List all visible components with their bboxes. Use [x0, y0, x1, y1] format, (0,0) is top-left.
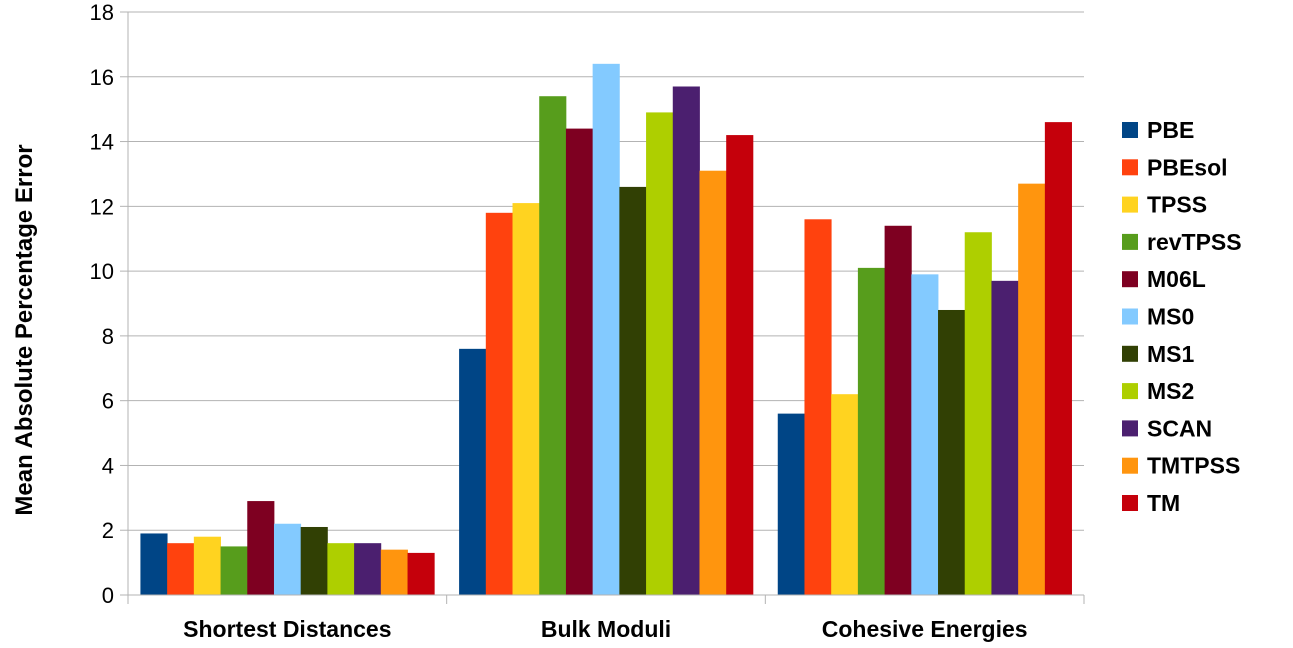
y-tick-label: 4 [102, 453, 114, 478]
bar-m06l-1 [565, 128, 594, 595]
legend-swatch-scan [1122, 420, 1138, 437]
legend-label-tm: TM [1147, 490, 1180, 516]
legend-label-m06l: M06L [1147, 266, 1206, 292]
legend-label-ms2: MS2 [1147, 378, 1194, 404]
x-category-label: Cohesive Energies [822, 616, 1028, 642]
legend-label-pbesol: PBEsol [1147, 154, 1228, 180]
y-tick-label: 14 [90, 130, 114, 155]
bar-tm-0 [407, 552, 435, 595]
y-tick-label: 2 [102, 518, 114, 543]
bar-m06l-2 [884, 225, 912, 595]
bar-revtpss-0 [220, 546, 248, 595]
legend-swatch-ms2 [1122, 383, 1138, 400]
bar-ms2-2 [964, 232, 992, 595]
legend-label-scan: SCAN [1147, 415, 1212, 441]
bar-tpss-2 [831, 394, 859, 595]
legend-swatch-tmtpss [1122, 457, 1138, 474]
bar-tmtpss-2 [1018, 183, 1046, 595]
bar-ms2-0 [327, 543, 355, 595]
legend-swatch-ms1 [1122, 345, 1138, 362]
bar-tpss-1 [512, 203, 540, 595]
x-category-labels: Shortest Distances Bulk Moduli Cohesive En… [183, 616, 1027, 642]
bars [140, 63, 1072, 596]
y-tick-label: 8 [102, 324, 114, 349]
bar-pbe-1 [459, 348, 487, 595]
y-tick-label: 12 [90, 194, 114, 219]
bar-ms1-0 [300, 526, 328, 595]
legend-label-tpss: TPSS [1147, 192, 1207, 218]
bar-tpss-0 [193, 536, 221, 595]
bar-pbesol-1 [485, 212, 513, 596]
y-axis-title: Mean Absolute Percentage Error [11, 144, 38, 515]
legend-swatch-tm [1122, 495, 1138, 511]
y-tick-label: 10 [90, 259, 114, 284]
x-category-label: Bulk Moduli [541, 616, 671, 642]
bar-pbesol-2 [804, 219, 832, 596]
y-tick-labels: 0 2 4 6 8 10 12 14 16 18 [90, 0, 114, 608]
legend-swatch-pbe [1122, 122, 1138, 138]
bar-tm-1 [726, 135, 754, 596]
legend-label-revtpss: revTPSS [1147, 229, 1242, 255]
bar-ms0-1 [592, 63, 620, 596]
x-category-label: Shortest Distances [183, 616, 391, 642]
legend-label-ms1: MS1 [1147, 341, 1195, 367]
y-tick-label: 0 [102, 583, 114, 608]
legend: PBEPBEsolTPSSrevTPSSM06LMS0MS1MS2SCANTMT… [1122, 117, 1242, 516]
bar-ms0-2 [911, 274, 939, 595]
axes [120, 11, 1085, 604]
bar-pbe-2 [777, 413, 805, 595]
y-tick-label: 18 [90, 0, 114, 25]
legend-swatch-tpss [1122, 196, 1138, 213]
bar-pbe-0 [140, 533, 168, 595]
legend-label-pbe: PBE [1147, 117, 1194, 143]
legend-swatch-revtpss [1122, 233, 1138, 250]
legend-swatch-ms0 [1122, 308, 1138, 325]
bar-revtpss-2 [857, 267, 886, 595]
bar-scan-1 [672, 86, 700, 595]
legend-swatch-m06l [1122, 271, 1138, 288]
legend-label-tmtpss: TMTPSS [1147, 453, 1240, 479]
bar-ms1-2 [938, 309, 966, 595]
y-tick-label: 6 [102, 389, 114, 414]
bar-ms0-0 [273, 523, 302, 595]
bar-m06l-0 [247, 501, 275, 595]
bar-pbesol-0 [167, 543, 195, 595]
bar-revtpss-1 [539, 96, 567, 595]
bar-ms2-1 [646, 112, 674, 596]
y-tick-label: 16 [90, 65, 114, 90]
bar-tmtpss-0 [380, 549, 408, 595]
legend-label-ms0: MS0 [1147, 304, 1194, 330]
bar-ms1-1 [619, 186, 647, 595]
bar-tmtpss-1 [699, 170, 727, 595]
bar-tm-2 [1044, 122, 1072, 595]
legend-swatch-pbesol [1122, 159, 1138, 176]
bar-scan-2 [991, 280, 1019, 595]
bar-scan-0 [354, 543, 382, 595]
